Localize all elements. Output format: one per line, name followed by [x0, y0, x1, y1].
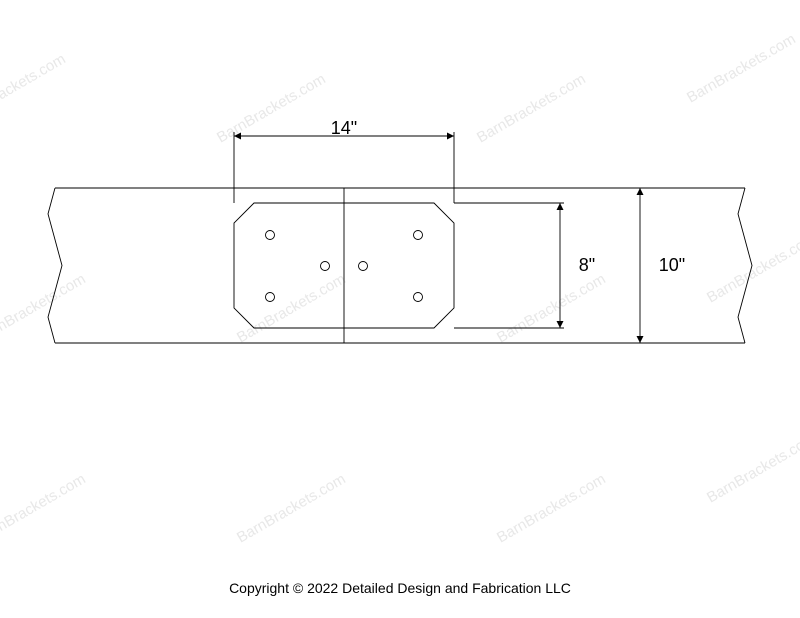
- dim-beam-height-label: 10": [652, 255, 692, 276]
- copyright-text: Copyright © 2022 Detailed Design and Fab…: [0, 580, 800, 596]
- technical-drawing: [0, 0, 800, 618]
- drawing-canvas: BarnBrackets.com BarnBrackets.com BarnBr…: [0, 0, 800, 618]
- dim-width-label: 14": [324, 118, 364, 139]
- dim-plate-height-label: 8": [572, 255, 602, 276]
